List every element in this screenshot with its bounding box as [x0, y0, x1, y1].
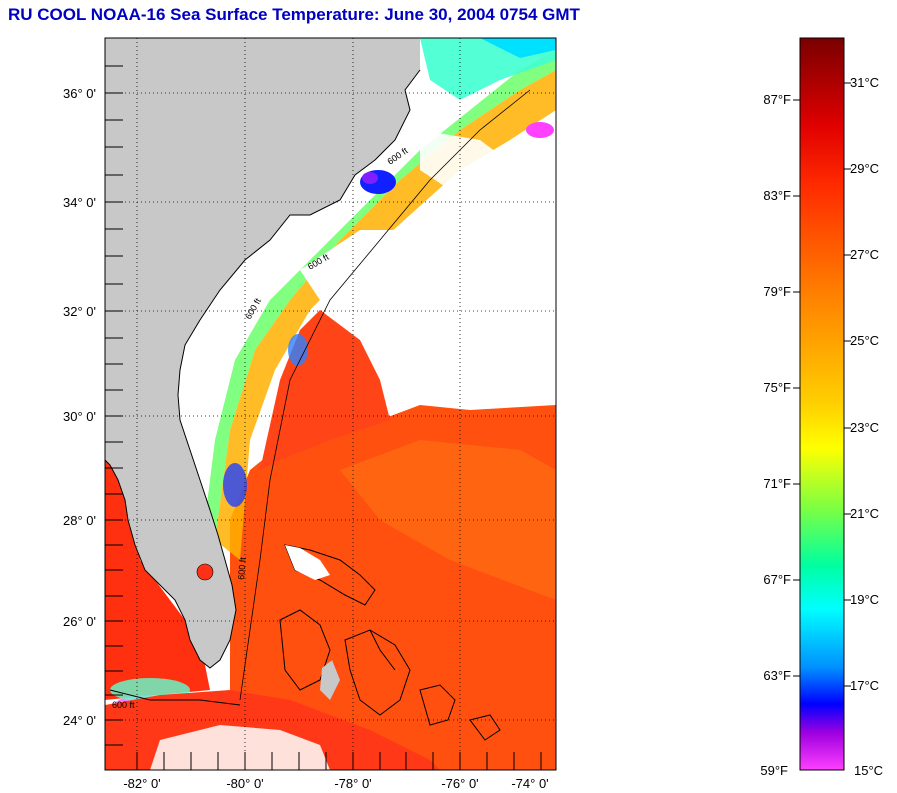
celsius-label: 15°C — [854, 763, 883, 778]
lat-label: 26° 0' — [63, 614, 96, 629]
lon-label: -76° 0' — [441, 776, 478, 791]
fahrenheit-label: 75°F — [763, 380, 791, 395]
celsius-label: 23°C — [850, 420, 879, 435]
lon-label: -78° 0' — [334, 776, 371, 791]
celsius-label: 31°C — [850, 75, 879, 90]
fahrenheit-label: 79°F — [763, 284, 791, 299]
lat-label: 30° 0' — [63, 409, 96, 424]
fahrenheit-label: 63°F — [763, 668, 791, 683]
land-us-coast — [105, 38, 420, 668]
fahrenheit-label: 71°F — [763, 476, 791, 491]
lon-label: -74° 0' — [511, 776, 548, 791]
fahrenheit-label: 59°F — [760, 763, 788, 778]
lat-label: 28° 0' — [63, 513, 96, 528]
colorbar: 87°F 83°F 79°F 75°F 71°F 67°F 63°F 59°F … — [760, 37, 883, 778]
lat-label: 24° 0' — [63, 713, 96, 728]
fahrenheit-label: 67°F — [763, 572, 791, 587]
celsius-label: 29°C — [850, 161, 879, 176]
lon-label: -82° 0' — [123, 776, 160, 791]
lon-label: -80° 0' — [226, 776, 263, 791]
lat-label: 36° 0' — [63, 86, 96, 101]
colorbar-gradient — [799, 37, 845, 771]
celsius-label: 25°C — [850, 333, 879, 348]
map-frame — [104, 37, 557, 771]
page-title: RU COOL NOAA-16 Sea Surface Temperature:… — [8, 5, 580, 24]
fahrenheit-label: 87°F — [763, 92, 791, 107]
sst-map: 600 ft 600 ft 600 ft 600 ft 600 ft — [105, 38, 556, 770]
celsius-label: 27°C — [850, 247, 879, 262]
contour-label: 600 ft — [236, 556, 248, 580]
cloud-region — [300, 230, 556, 405]
celsius-label: 21°C — [850, 506, 879, 521]
lat-label: 34° 0' — [63, 195, 96, 210]
celsius-label: 17°C — [850, 678, 879, 693]
contour-label: 600 ft — [112, 700, 135, 710]
lat-label: 32° 0' — [63, 304, 96, 319]
celsius-label: 19°C — [850, 592, 879, 607]
fahrenheit-label: 83°F — [763, 188, 791, 203]
